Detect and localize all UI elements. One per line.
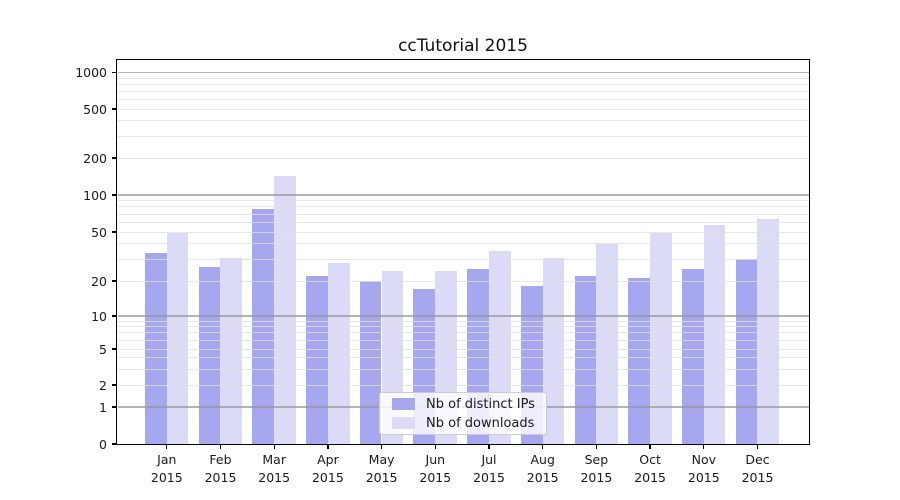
x-tick-may <box>380 444 383 449</box>
x-tick-dec <box>756 444 759 449</box>
y-tick-label-1: 1 <box>99 399 107 415</box>
x-tick-label-oct: Oct <box>639 452 661 467</box>
y-tick-label-50: 50 <box>91 224 107 240</box>
minor-gridline-300 <box>117 135 809 137</box>
minor-gridline-800 <box>117 83 809 85</box>
legend-label-distinct-ips: Nb of distinct IPs <box>426 396 535 412</box>
x-tick-year-aug: 2015 <box>526 469 559 485</box>
x-tick-jul <box>488 444 490 449</box>
legend-item-downloads: Nb of downloads <box>388 416 538 431</box>
y-tick-label-5: 5 <box>99 341 107 357</box>
x-tick-feb <box>219 444 222 449</box>
chart-title: ccTutorial 2015 <box>398 36 528 56</box>
x-tick-label-apr: Apr <box>317 452 339 467</box>
x-tick-label-aug: Aug <box>530 452 555 467</box>
bar-nb-of-distinct-ips-apr <box>306 275 328 444</box>
x-tick-year-nov: 2015 <box>687 469 720 485</box>
bar-nb-of-distinct-ips-sep <box>574 275 597 444</box>
x-tick-year-jul: 2015 <box>473 469 505 485</box>
y-tick-label-0: 0 <box>99 436 107 452</box>
minor-gridline-600 <box>117 98 809 100</box>
y-tick-label-200: 200 <box>83 150 107 166</box>
bar-nb-of-downloads-oct <box>650 233 672 444</box>
x-tick-year-dec: 2015 <box>741 469 774 485</box>
x-tick-label-dec: Dec <box>745 452 770 467</box>
x-tick-label-jan: Jan <box>157 452 177 467</box>
x-tick-label-sep: Sep <box>584 452 609 467</box>
y-tick-label-1000: 1000 <box>75 65 107 80</box>
minor-gridline-90 <box>117 200 809 202</box>
x-tick-year-jun: 2015 <box>419 469 452 485</box>
major-gridline-100 <box>117 194 809 196</box>
y-tick-label-10: 10 <box>91 308 107 324</box>
x-tick-year-jan: 2015 <box>150 469 183 485</box>
y-tick-5 <box>112 348 117 350</box>
x-tick-mar <box>273 444 275 449</box>
x-tick-label-feb: Feb <box>209 452 232 467</box>
y-tick-2 <box>112 384 117 386</box>
x-tick-label-mar: Mar <box>262 452 286 467</box>
y-tick-1 <box>112 406 117 408</box>
x-tick-label-may: May <box>368 452 395 467</box>
y-tick-label-2: 2 <box>99 377 107 393</box>
x-tick-year-may: 2015 <box>365 469 398 485</box>
y-tick-500 <box>112 108 117 110</box>
y-tick-50 <box>112 231 117 233</box>
legend-label-downloads: Nb of downloads <box>426 415 535 431</box>
bar-nb-of-downloads-jan <box>166 233 189 444</box>
bar-nb-of-downloads-aug <box>542 257 565 444</box>
y-tick-label-100: 100 <box>83 187 107 203</box>
bar-nb-of-distinct-ips-dec <box>735 259 758 444</box>
minor-gridline-80 <box>117 206 809 208</box>
bar-nb-of-distinct-ips-mar <box>252 208 275 444</box>
legend-swatch-distinct-ips <box>392 398 415 410</box>
x-tick-nov <box>703 444 705 449</box>
bar-nb-of-distinct-ips-jan <box>144 252 167 444</box>
bar-nb-of-downloads-dec <box>757 218 780 444</box>
bar-nb-of-downloads-nov <box>703 225 726 444</box>
minor-gridline-700 <box>117 90 809 92</box>
x-tick-jun <box>434 444 436 449</box>
bar-nb-of-downloads-mar <box>274 175 296 444</box>
bar-nb-of-distinct-ips-may <box>359 281 382 444</box>
legend-swatch-downloads <box>392 417 415 429</box>
x-tick-year-mar: 2015 <box>258 469 291 485</box>
minor-gridline-200 <box>117 157 809 159</box>
x-tick-apr <box>327 444 329 449</box>
bar-nb-of-distinct-ips-oct <box>628 278 650 444</box>
bar-nb-of-distinct-ips-nov <box>681 269 704 444</box>
y-tick-100 <box>112 194 117 196</box>
x-tick-aug <box>542 444 544 449</box>
y-tick-20 <box>112 280 117 282</box>
x-tick-label-jun: Jun <box>425 452 446 467</box>
bar-nb-of-downloads-apr <box>327 263 350 444</box>
y-tick-200 <box>112 157 117 159</box>
y-tick-1000 <box>112 71 117 74</box>
minor-gridline-70 <box>117 213 809 215</box>
x-tick-year-oct: 2015 <box>634 469 666 485</box>
x-tick-oct <box>649 444 651 449</box>
y-tick-0 <box>112 443 117 445</box>
y-tick-label-20: 20 <box>91 273 107 289</box>
bar-nb-of-downloads-feb <box>220 257 243 444</box>
major-gridline-1000 <box>117 71 809 74</box>
y-tick-10 <box>112 315 117 317</box>
minor-gridline-500 <box>117 108 809 110</box>
x-tick-year-feb: 2015 <box>204 469 237 485</box>
x-tick-year-apr: 2015 <box>311 469 344 485</box>
legend-item-distinct-ips: Nb of distinct IPs <box>388 397 538 412</box>
x-tick-sep <box>595 444 598 449</box>
x-tick-label-nov: Nov <box>691 452 716 467</box>
bar-nb-of-downloads-sep <box>596 243 619 444</box>
x-tick-jan <box>166 444 168 449</box>
minor-gridline-60 <box>117 221 809 223</box>
x-tick-year-sep: 2015 <box>580 469 613 485</box>
bar-nb-of-distinct-ips-feb <box>198 266 221 444</box>
minor-gridline-400 <box>117 120 809 122</box>
minor-gridline-900 <box>117 77 809 79</box>
y-tick-label-500: 500 <box>83 101 107 117</box>
x-tick-label-jul: Jul <box>481 452 497 467</box>
legend: Nb of distinct IPs Nb of downloads <box>379 392 547 435</box>
